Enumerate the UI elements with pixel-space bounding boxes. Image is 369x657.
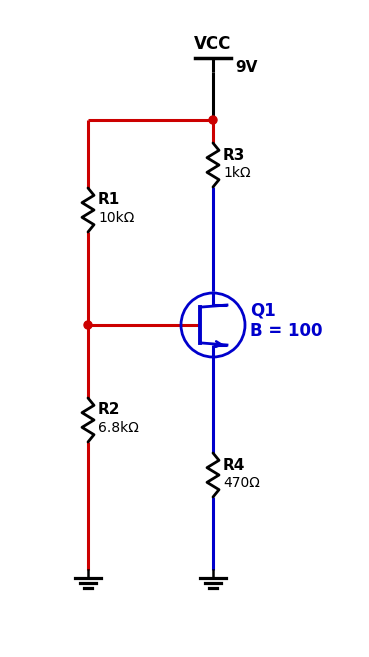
Text: R3: R3 [223,148,245,162]
Circle shape [209,116,217,124]
Text: Q1: Q1 [250,302,276,320]
Text: R1: R1 [98,193,120,208]
Text: 1kΩ: 1kΩ [223,166,251,180]
Circle shape [84,321,92,329]
Text: 10kΩ: 10kΩ [98,211,134,225]
Text: VCC: VCC [194,35,232,53]
Text: 6.8kΩ: 6.8kΩ [98,421,139,435]
Text: R4: R4 [223,457,245,472]
Text: 9V: 9V [235,60,257,76]
Text: R2: R2 [98,403,121,417]
Text: B = 100: B = 100 [250,322,323,340]
Text: 470Ω: 470Ω [223,476,260,490]
